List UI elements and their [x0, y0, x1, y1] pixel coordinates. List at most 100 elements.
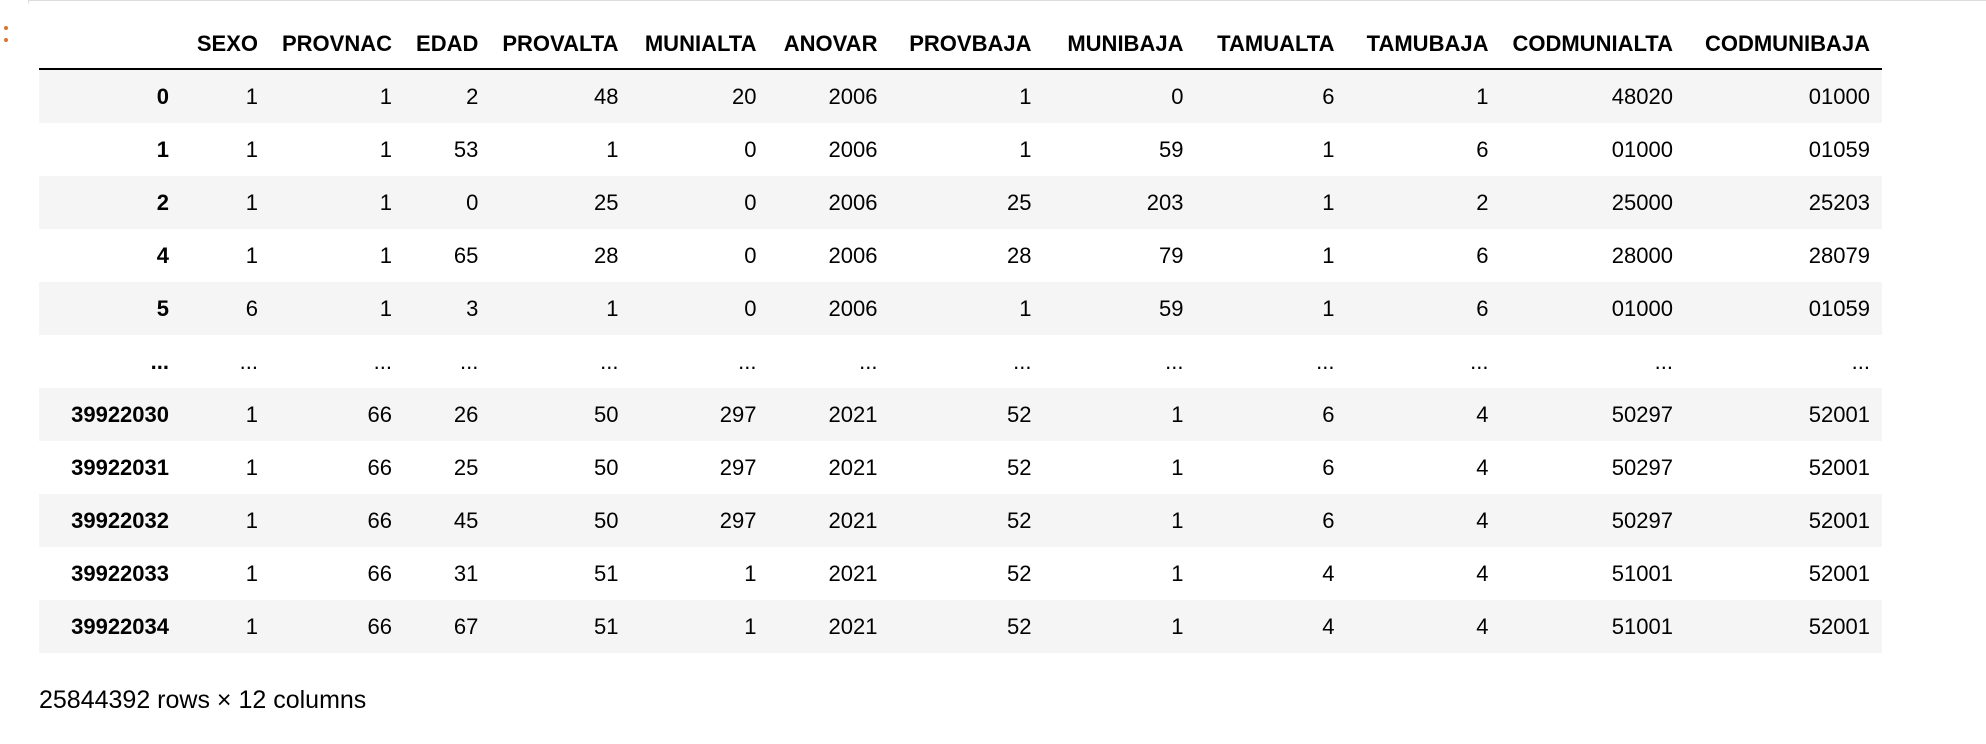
cell-provalta: 25	[593, 189, 619, 215]
cell-edad: ...	[460, 348, 479, 374]
row-index: 39922031	[71, 454, 169, 480]
cell-provbaja: 1	[1019, 136, 1032, 162]
cell-edad: 65	[453, 242, 479, 268]
cell-sexo: 1	[245, 401, 258, 427]
cell-tamubaja: 6	[1476, 295, 1489, 321]
cell-tamubaja: 4	[1476, 401, 1489, 427]
cell-codmunibaja: 01059	[1808, 295, 1870, 321]
cell-tamualta: 1	[1322, 242, 1335, 268]
cell-codmunibaja: 01059	[1808, 136, 1870, 162]
cell-munibaja: 79	[1158, 242, 1184, 268]
cell-codmunialta: 25000	[1611, 189, 1673, 215]
cell-anovar: ...	[859, 348, 878, 374]
table-row: 5 6 1 3 1 0 2006 1 59 1 6 01000 01059	[39, 282, 1882, 335]
table-row: 39922034 1 66 67 51 1 2021 52 1 4 4 51001 52001	[39, 600, 1882, 653]
cell-anovar: 2006	[828, 295, 878, 321]
cell-edad: 45	[453, 507, 479, 533]
cell-edad: 53	[453, 136, 479, 162]
cell-munibaja: 59	[1158, 136, 1184, 162]
cell-munialta: 0	[744, 242, 757, 268]
cell-munialta: 1	[744, 613, 757, 639]
cell-provnac: ...	[373, 348, 393, 374]
table-header: SEXO PROVNAC EDAD PROVALTA MUNIALTA ANOVAR PRO…	[39, 20, 1882, 70]
cell-anovar: 2006	[828, 83, 878, 109]
cell-sexo: 1	[245, 83, 258, 109]
dot	[4, 26, 8, 30]
cell-anovar: 2021	[828, 560, 878, 586]
cell-anovar: 2021	[828, 401, 878, 427]
row-index: 39922032	[71, 507, 169, 533]
cell-codmunialta: 50297	[1611, 454, 1673, 480]
cell-output: SEXO PROVNAC EDAD PROVALTA MUNIALTA ANOVAR PRO…	[39, 20, 1882, 653]
cell-munialta: 0	[744, 136, 757, 162]
dataframe-table: SEXO PROVNAC EDAD PROVALTA MUNIALTA ANOVAR PRO…	[39, 20, 1882, 653]
cell-edad: 3	[466, 295, 479, 321]
cell-provbaja: 1	[1019, 295, 1032, 321]
cell-tamualta: 1	[1322, 136, 1335, 162]
cell-provbaja: 52	[1006, 401, 1032, 427]
cell-codmunibaja: 52001	[1808, 401, 1870, 427]
cell-codmunibaja: 01000	[1808, 83, 1870, 109]
cell-munialta: 0	[744, 295, 757, 321]
cell-sexo: 1	[245, 507, 258, 533]
cell-munialta: 0	[744, 189, 757, 215]
column-header-provnac: PROVNAC	[270, 20, 405, 70]
cell-sexo: 1	[245, 613, 258, 639]
cell-sexo: ...	[239, 348, 258, 374]
cell-munibaja: 1	[1171, 560, 1184, 586]
row-index: 4	[156, 242, 169, 268]
cell-codmunialta: 50297	[1611, 507, 1673, 533]
row-index: ...	[150, 348, 169, 374]
cell-provalta: 1	[606, 295, 619, 321]
cell-provalta: 50	[593, 507, 619, 533]
row-index: 2	[156, 189, 169, 215]
cell-menu-dots-icon[interactable]	[3, 26, 9, 42]
cell-sexo: 1	[245, 136, 258, 162]
cell-tamualta: 6	[1322, 454, 1335, 480]
cell-frame-border	[28, 0, 1986, 4]
cell-anovar: 2006	[828, 189, 878, 215]
row-index: 0	[156, 83, 169, 109]
cell-tamualta: ...	[1316, 348, 1335, 374]
cell-provbaja: 52	[1006, 507, 1032, 533]
cell-edad: 2	[466, 83, 479, 109]
table-row: 4 1 1 65 28 0 2006 28 79 1 6 28000 28079	[39, 229, 1882, 282]
cell-provnac: 66	[367, 401, 393, 427]
cell-provnac: 1	[379, 83, 393, 109]
column-header-edad: EDAD	[404, 20, 491, 70]
cell-munibaja: 1	[1171, 454, 1184, 480]
cell-anovar: 2021	[828, 454, 878, 480]
cell-provalta: ...	[600, 348, 619, 374]
column-header-codmunialta: CODMUNIALTA	[1500, 20, 1685, 70]
table-row: 39922030 1 66 26 50 297 2021 52 1 6 4 50297 52001	[39, 388, 1882, 441]
cell-munialta: ...	[738, 348, 757, 374]
cell-provalta: 48	[593, 83, 619, 109]
cell-sexo: 1	[245, 560, 258, 586]
cell-anovar: 2021	[828, 613, 878, 639]
dataframe-shape-caption: 25844392 rows × 12 columns	[39, 686, 367, 714]
cell-tamubaja: 4	[1476, 507, 1489, 533]
cell-tamualta: 6	[1322, 401, 1335, 427]
cell-sexo: 1	[245, 189, 258, 215]
cell-tamubaja: ...	[1470, 348, 1489, 374]
cell-provbaja: 52	[1006, 454, 1032, 480]
cell-codmunibaja: 52001	[1808, 454, 1870, 480]
cell-tamubaja: 6	[1476, 242, 1489, 268]
table-row: 39922032 1 66 45 50 297 2021 52 1 6 4 50297 52001	[39, 494, 1882, 547]
cell-munialta: 297	[719, 507, 757, 533]
cell-tamubaja: 4	[1476, 613, 1489, 639]
cell-provnac: 1	[379, 189, 393, 215]
cell-provalta: 28	[593, 242, 619, 268]
cell-munibaja: 59	[1158, 295, 1184, 321]
cell-tamualta: 1	[1322, 295, 1335, 321]
table-row: 39922033 1 66 31 51 1 2021 52 1 4 4 51001 52001	[39, 547, 1882, 600]
cell-provalta: 51	[593, 560, 619, 586]
cell-munibaja: 1	[1171, 613, 1184, 639]
cell-tamualta: 1	[1322, 189, 1335, 215]
cell-codmunibaja: 52001	[1808, 560, 1870, 586]
row-index: 5	[156, 295, 169, 321]
index-header	[39, 20, 181, 70]
cell-munibaja: 0	[1171, 83, 1184, 109]
cell-provbaja: 1	[1019, 83, 1032, 109]
table-row: 2 1 1 0 25 0 2006 25 203 1 2 25000 25203	[39, 176, 1882, 229]
